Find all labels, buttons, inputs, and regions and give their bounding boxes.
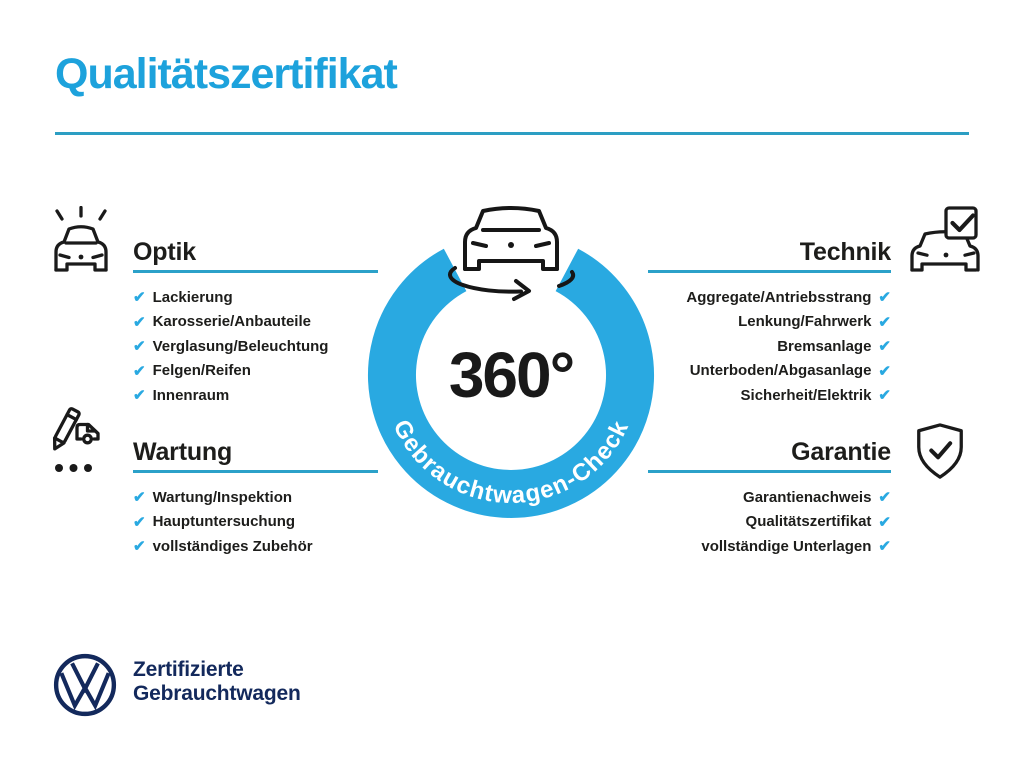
check-icon: ✔ [133,538,146,556]
check-item-label: Hauptuntersuchung [152,513,296,531]
360-check-badge: Gebrauchtwagen-Check 360° [368,206,654,518]
section-garantie: Garantie Garantienachweis ✔ Qualitätszert… [648,438,891,559]
shield-check-icon [917,423,963,479]
check-item-label: Sicherheit/Elektrik [740,386,872,404]
section-optik: Optik ✔ Lackierung ✔ Karosserie/Anbauteile… [133,238,378,408]
car-checkbox-icon [910,206,980,272]
check-item: Qualitätszertifikat ✔ [648,510,891,535]
vw-logo [53,653,117,717]
check-item-label: Verglasung/Beleuchtung [152,337,329,355]
check-item-label: Garantienachweis [743,488,872,506]
check-item: Lenkung/Fahrwerk ✔ [648,310,891,335]
check-item: ✔ Innenraum [133,383,378,408]
check-item: ✔ Felgen/Reifen [133,359,378,384]
check-item: ✔ Hauptuntersuchung [133,510,378,535]
check-item: ✔ Wartung/Inspektion [133,485,378,510]
section-title: Optik [133,238,196,266]
check-item: vollständige Unterlagen ✔ [648,534,891,559]
check-icon: ✔ [878,338,891,356]
check-item-label: Qualitätszertifikat [745,513,872,531]
check-icon: ✔ [878,538,891,556]
check-item-label: Unterboden/Abgasanlage [689,362,872,380]
check-icon: ✔ [133,362,146,380]
check-item-label: Felgen/Reifen [152,362,251,380]
check-icon: ✔ [878,362,891,380]
badge-ring [368,248,654,518]
check-item-label: Karosserie/Anbauteile [152,313,311,331]
check-icon: ✔ [133,489,146,507]
check-item-label: vollständige Unterlagen [701,537,872,555]
section-divider [133,270,378,273]
brand-claim-line2: Gebrauchtwagen [133,681,301,705]
section-divider [648,470,891,473]
section-title: Wartung [133,438,233,466]
section-technik: Technik Aggregate/Antriebsstrang ✔ Lenkun… [648,238,891,408]
pencil-van-icon [52,407,100,472]
check-icon: ✔ [878,313,891,331]
check-icon: ✔ [133,313,146,331]
check-icon: ✔ [133,289,146,307]
check-item-label: vollständiges Zubehör [152,537,313,555]
check-item-label: Innenraum [152,386,230,404]
check-item: ✔ Verglasung/Beleuchtung [133,334,378,359]
section-divider [133,470,378,473]
section-wartung: Wartung ✔ Wartung/Inspektion ✔ Hauptunters… [133,438,378,559]
check-item-label: Bremsanlage [777,337,872,355]
check-icon: ✔ [133,387,146,405]
check-icon: ✔ [878,513,891,531]
brand-claim-line1: Zertifizierte [133,658,244,681]
check-item: ✔ Lackierung [133,285,378,310]
check-item-label: Wartung/Inspektion [152,488,293,506]
check-item-label: Lenkung/Fahrwerk [738,313,872,331]
section-title: Garantie [791,438,891,466]
check-icon: ✔ [133,513,146,531]
brand-claim: Zertifizierte Gebrauchtwagen [133,658,301,705]
badge-value: 360° [449,339,573,411]
page-title: Qualitätszertifikat [55,50,398,98]
check-icon: ✔ [878,289,891,307]
check-item: Unterboden/Abgasanlage ✔ [648,359,891,384]
check-item: ✔ vollständiges Zubehör [133,534,378,559]
check-icon: ✔ [878,387,891,405]
car-shine-icon [54,206,108,272]
title-divider [55,132,969,135]
section-title: Technik [799,238,891,266]
check-item: ✔ Karosserie/Anbauteile [133,310,378,335]
check-item: Sicherheit/Elektrik ✔ [648,383,891,408]
check-icon: ✔ [878,489,891,507]
check-item: Garantienachweis ✔ [648,485,891,510]
check-icon: ✔ [133,338,146,356]
section-divider [648,270,891,273]
car-rotation-icon [448,206,576,301]
check-item: Bremsanlage ✔ [648,334,891,359]
check-item: Aggregate/Antriebsstrang ✔ [648,285,891,310]
check-item-label: Lackierung [152,288,233,306]
check-item-label: Aggregate/Antriebsstrang [686,288,872,306]
